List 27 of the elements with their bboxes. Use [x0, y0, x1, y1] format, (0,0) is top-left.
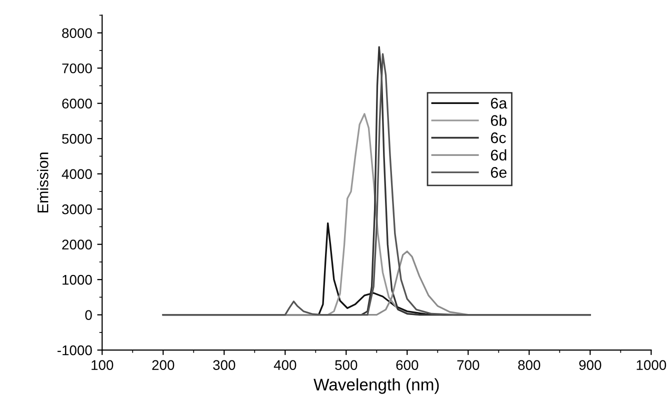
legend-label: 6b: [490, 114, 507, 126]
y-tick-label: 7000: [62, 63, 92, 74]
y-tick-label: 2000: [62, 240, 92, 250]
y-tick-label: 0: [85, 310, 92, 320]
y-tick-label: 8000: [62, 28, 92, 38]
legend-label: 6e: [490, 167, 507, 178]
legend-label: 6c: [490, 132, 506, 144]
legend-label: 6d: [490, 149, 506, 161]
y-tick-label: 5000: [62, 134, 92, 144]
x-tick-label: 200: [152, 360, 174, 370]
y-tick-label: 3000: [62, 204, 92, 214]
x-tick-label: 900: [579, 360, 602, 370]
x-tick-label: 400: [274, 360, 296, 370]
legend-label: 6a: [490, 98, 508, 109]
y-tick-label: 4000: [62, 169, 92, 180]
x-tick-label: 800: [518, 360, 540, 370]
y-tick-label: 6000: [62, 98, 92, 109]
x-tick-label: 300: [213, 360, 236, 370]
y-tick-label: 1000: [62, 274, 92, 285]
x-tick-label: 600: [396, 360, 418, 370]
y-axis-title: Emission: [37, 152, 48, 212]
x-tick-label: 1000: [636, 360, 666, 370]
x-tick-label: 500: [335, 360, 358, 370]
x-axis-title: Wavelength (nm): [314, 378, 439, 394]
x-tick-label: 100: [92, 360, 114, 370]
y-tick-label: -1000: [58, 345, 92, 356]
x-tick-label: 700: [457, 360, 480, 370]
